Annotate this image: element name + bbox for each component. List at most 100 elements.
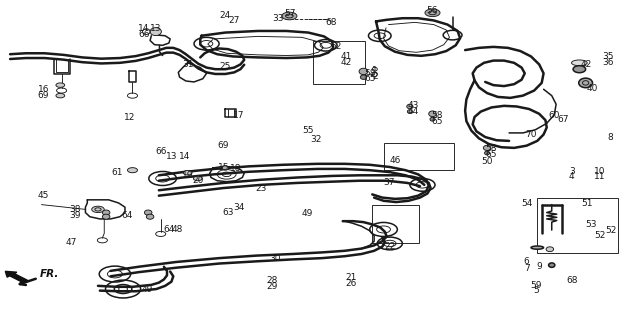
Text: 3: 3 [569,167,575,176]
FancyArrow shape [5,271,28,283]
Text: 62: 62 [330,42,342,51]
Text: 18: 18 [230,164,242,173]
Text: 23: 23 [255,184,267,193]
Text: 16: 16 [38,85,49,94]
Text: 58: 58 [365,69,376,78]
Text: FR.: FR. [40,269,60,279]
Ellipse shape [484,151,489,155]
Text: 22: 22 [384,242,396,251]
Text: 64: 64 [163,225,175,234]
Text: 24: 24 [220,11,231,20]
Text: 13: 13 [150,24,162,33]
Text: 65: 65 [365,74,376,83]
Text: 57: 57 [284,9,296,18]
Text: 20: 20 [192,176,203,185]
Text: 21: 21 [345,273,357,282]
Ellipse shape [579,78,593,88]
Text: 9: 9 [537,261,542,271]
Text: 52: 52 [606,226,617,235]
Text: 70: 70 [525,130,537,139]
Text: 49: 49 [301,209,313,218]
Text: 12: 12 [124,114,135,123]
Circle shape [56,83,65,87]
Text: 4: 4 [569,172,575,181]
Text: 29: 29 [267,282,278,291]
Ellipse shape [360,75,367,79]
Text: 69: 69 [218,141,229,150]
Ellipse shape [147,214,154,219]
Text: 11: 11 [594,172,606,181]
Text: 65: 65 [431,116,443,126]
Text: 14: 14 [138,24,150,33]
Ellipse shape [103,214,110,219]
Circle shape [92,206,104,212]
Text: 59: 59 [530,281,542,290]
Text: 48: 48 [172,225,184,234]
Text: 49: 49 [142,284,153,293]
Text: 68: 68 [567,276,578,285]
Circle shape [282,12,297,20]
Text: 50: 50 [481,157,493,166]
Ellipse shape [430,117,435,121]
Ellipse shape [531,246,543,249]
Text: 58: 58 [486,144,498,153]
Text: 66: 66 [155,147,167,156]
Text: 37: 37 [383,179,394,188]
Ellipse shape [103,210,110,215]
Circle shape [128,168,138,173]
Text: 65: 65 [486,150,498,159]
Circle shape [183,171,192,175]
Ellipse shape [145,210,152,215]
Text: 52: 52 [594,231,606,240]
Bar [313,42,365,84]
Bar [384,143,454,170]
Text: 63: 63 [222,208,233,217]
Bar [537,197,618,253]
Text: 44: 44 [408,107,420,116]
Text: 69: 69 [38,91,49,100]
Text: 32: 32 [310,135,321,144]
Ellipse shape [546,247,554,252]
Text: 2: 2 [372,72,377,81]
Text: 47: 47 [65,238,77,247]
Text: 33: 33 [272,14,284,23]
Text: 46: 46 [389,156,401,164]
Text: 34: 34 [233,203,244,212]
Ellipse shape [573,66,586,73]
Text: 64: 64 [121,211,133,220]
Text: 5: 5 [533,286,539,295]
Text: 38: 38 [69,205,81,214]
Ellipse shape [548,263,555,268]
Ellipse shape [359,68,368,75]
Text: 42: 42 [581,60,592,69]
Text: 10: 10 [594,167,606,176]
Text: 13: 13 [166,152,178,161]
Circle shape [425,9,440,17]
Text: 30: 30 [269,254,281,263]
Text: 66: 66 [138,30,150,39]
Ellipse shape [572,60,587,66]
Text: 6: 6 [524,258,530,267]
Text: 8: 8 [608,133,614,142]
Text: 35: 35 [602,52,613,61]
Ellipse shape [429,111,437,117]
Text: 56: 56 [426,6,438,15]
Text: 27: 27 [228,16,240,25]
Text: 36: 36 [602,58,613,67]
Text: 60: 60 [548,111,560,120]
Text: 31: 31 [182,60,194,69]
Text: 68: 68 [326,18,337,27]
Text: 58: 58 [431,111,443,120]
Text: 67: 67 [557,115,569,124]
Text: 42: 42 [341,58,352,67]
Text: 14: 14 [179,152,190,161]
Text: 54: 54 [521,199,532,208]
Text: 61: 61 [111,168,123,177]
Text: 55: 55 [303,126,314,135]
Circle shape [193,176,202,181]
Ellipse shape [483,145,491,150]
Text: 40: 40 [586,84,598,93]
Text: 41: 41 [341,52,352,61]
Text: 39: 39 [69,211,81,220]
Text: 15: 15 [218,164,229,172]
